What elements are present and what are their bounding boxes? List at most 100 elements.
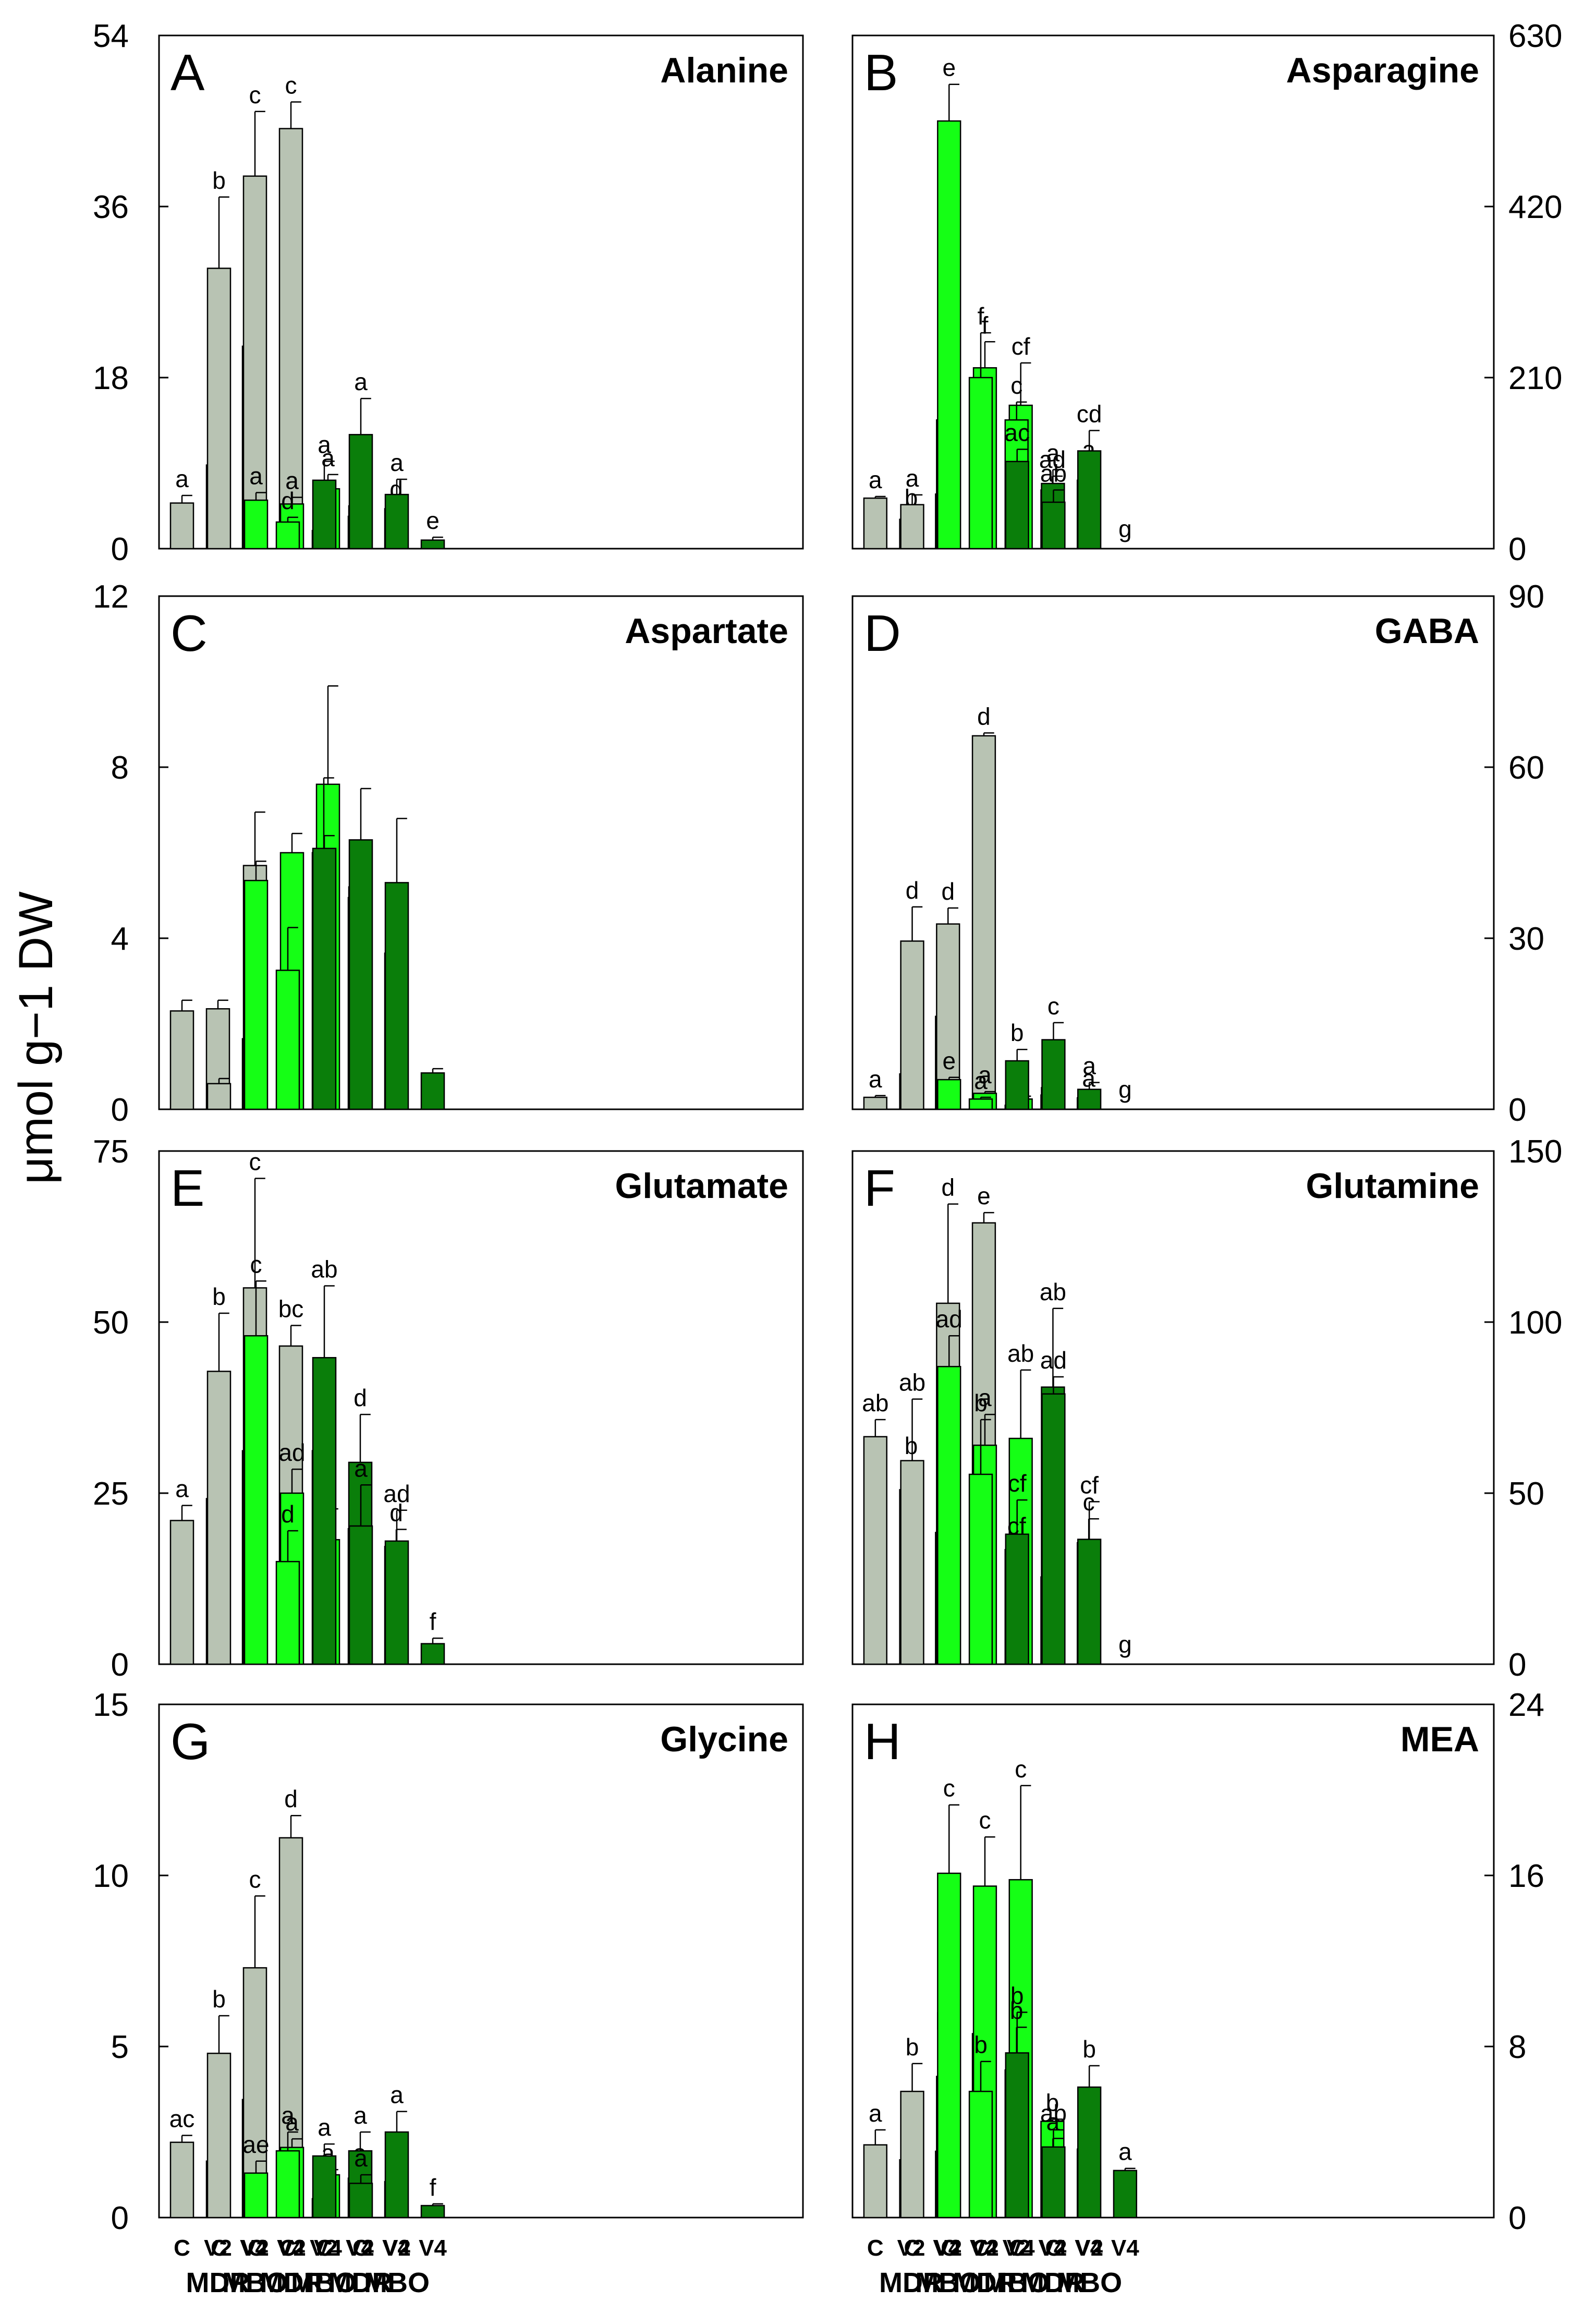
bar	[900, 940, 924, 1110]
bar	[348, 839, 373, 1110]
y-tick-label: 0	[1508, 1647, 1526, 1683]
panel-frame	[158, 595, 804, 1110]
significance-letter: a	[175, 1475, 189, 1503]
x-category-label: V4	[1039, 2235, 1067, 2261]
y-tick-label: 0	[1508, 531, 1526, 567]
bar	[384, 2131, 409, 2219]
x-category-label: V4	[970, 2235, 998, 2261]
bar	[1041, 501, 1066, 550]
x-category-label: C	[972, 2235, 989, 2261]
x-category-label: V4	[1111, 2235, 1139, 2261]
significance-letter: ad	[1039, 446, 1066, 473]
significance-letter: b	[906, 2033, 919, 2061]
bar	[1113, 2170, 1138, 2219]
x-category-label: V4	[933, 2235, 961, 2261]
x-group-label: MDR	[260, 2267, 324, 2298]
y-tick-label: 0	[1508, 1092, 1526, 1128]
y-tick-label: 0	[111, 531, 129, 567]
y-tick-label: 25	[93, 1476, 129, 1512]
significance-letter: a	[249, 462, 263, 489]
panel-h: HMEA081624aaabbcbcccbbbbaaabba	[851, 1687, 1544, 2236]
significance-letter: a	[869, 466, 882, 493]
significance-letter: ab	[1040, 1278, 1066, 1305]
bar	[312, 1357, 337, 1665]
significance-letter: a	[318, 2114, 331, 2141]
significance-letter: a	[974, 1067, 988, 1094]
significance-letter: a	[390, 2081, 404, 2109]
x-group-label: MBO	[915, 2267, 981, 2298]
significance-letter: ad	[278, 1439, 305, 1466]
significance-letter: a	[1118, 2138, 1132, 2165]
bar	[863, 1096, 887, 1110]
panel-d: DGABA0306090abcdddeaaafabaacag	[851, 579, 1544, 1128]
x-category-label: V4	[1075, 2235, 1103, 2261]
significance-letter: d	[906, 877, 919, 904]
x-group-label: MBO	[364, 2267, 430, 2298]
x-category-label: V4	[314, 2235, 342, 2261]
panel-letter: A	[170, 44, 205, 101]
x-category-label: V2	[934, 2235, 962, 2261]
bar	[275, 970, 300, 1110]
bar	[348, 2183, 373, 2219]
y-tick-label: 5	[111, 2029, 129, 2065]
bar	[937, 1872, 961, 2219]
significance-letter: a	[354, 2145, 368, 2172]
y-tick-label: 10	[93, 1858, 129, 1894]
bar	[384, 493, 409, 550]
significance-letter: b	[974, 2031, 988, 2058]
y-tick-label: 50	[1508, 1476, 1544, 1512]
y-tick-label: 8	[1508, 2029, 1526, 2065]
x-category-label: C	[1045, 2235, 1062, 2261]
significance-letter: b	[1046, 2089, 1059, 2116]
significance-letter: e	[977, 1182, 991, 1209]
panel-frame	[158, 34, 804, 550]
bar	[169, 502, 194, 550]
significance-letter: c	[249, 81, 261, 108]
significance-letter: g	[1118, 1631, 1132, 1658]
panel-a: AAlanine0183654aabbccaaadddaadaae	[93, 18, 804, 567]
significance-letter: ad	[1040, 1347, 1067, 1374]
bar	[275, 2150, 300, 2219]
y-tick-label: 210	[1508, 360, 1562, 396]
significance-letter: e	[426, 507, 440, 534]
significance-letter: f	[982, 311, 989, 338]
panel-g: GGlycine051015acabbcdaeaaaeaaaaaaf	[93, 1687, 804, 2236]
x-category-label: V2	[383, 2235, 411, 2261]
significance-letter: ac	[1004, 419, 1030, 446]
bar	[243, 1335, 269, 1665]
significance-letter: a	[175, 465, 189, 492]
y-axis-label: μmol g−1 DW	[9, 891, 63, 1184]
panel-letter: C	[170, 604, 208, 662]
significance-letter: c	[979, 1807, 991, 1834]
bar	[206, 268, 232, 550]
y-tick-label: 60	[1508, 750, 1544, 786]
significance-letter: c	[1010, 372, 1022, 399]
significance-letter: b	[974, 1389, 988, 1416]
x-category-label: V4	[277, 2235, 305, 2261]
bar	[420, 539, 445, 550]
x-category-label: C	[352, 2235, 369, 2261]
panel-c: C Aspartate 0 4 8 12	[93, 579, 804, 1128]
bar	[1041, 1393, 1066, 1665]
bar	[900, 1460, 924, 1665]
x-category-label: V4	[346, 2235, 374, 2261]
y-tick-label: 100	[1508, 1305, 1562, 1341]
panel-frame	[851, 1150, 1495, 1665]
significance-letter: b	[212, 1283, 226, 1310]
y-tick-label: 18	[93, 360, 129, 396]
panel-title: MEA	[1400, 1719, 1479, 1759]
y-tick-label: 12	[93, 579, 129, 615]
y-tick-label: 15	[93, 1687, 129, 1723]
bar	[968, 2090, 993, 2219]
panel-letter: F	[864, 1159, 895, 1217]
significance-letter: ab	[311, 1255, 337, 1282]
significance-letter: a	[285, 467, 299, 494]
significance-letter: a	[318, 431, 331, 458]
bar	[900, 2090, 924, 2219]
bar	[1005, 1060, 1029, 1110]
bar	[312, 479, 337, 550]
bar	[1077, 1539, 1102, 1665]
bar	[937, 1079, 961, 1110]
significance-letter: a	[978, 1384, 992, 1411]
